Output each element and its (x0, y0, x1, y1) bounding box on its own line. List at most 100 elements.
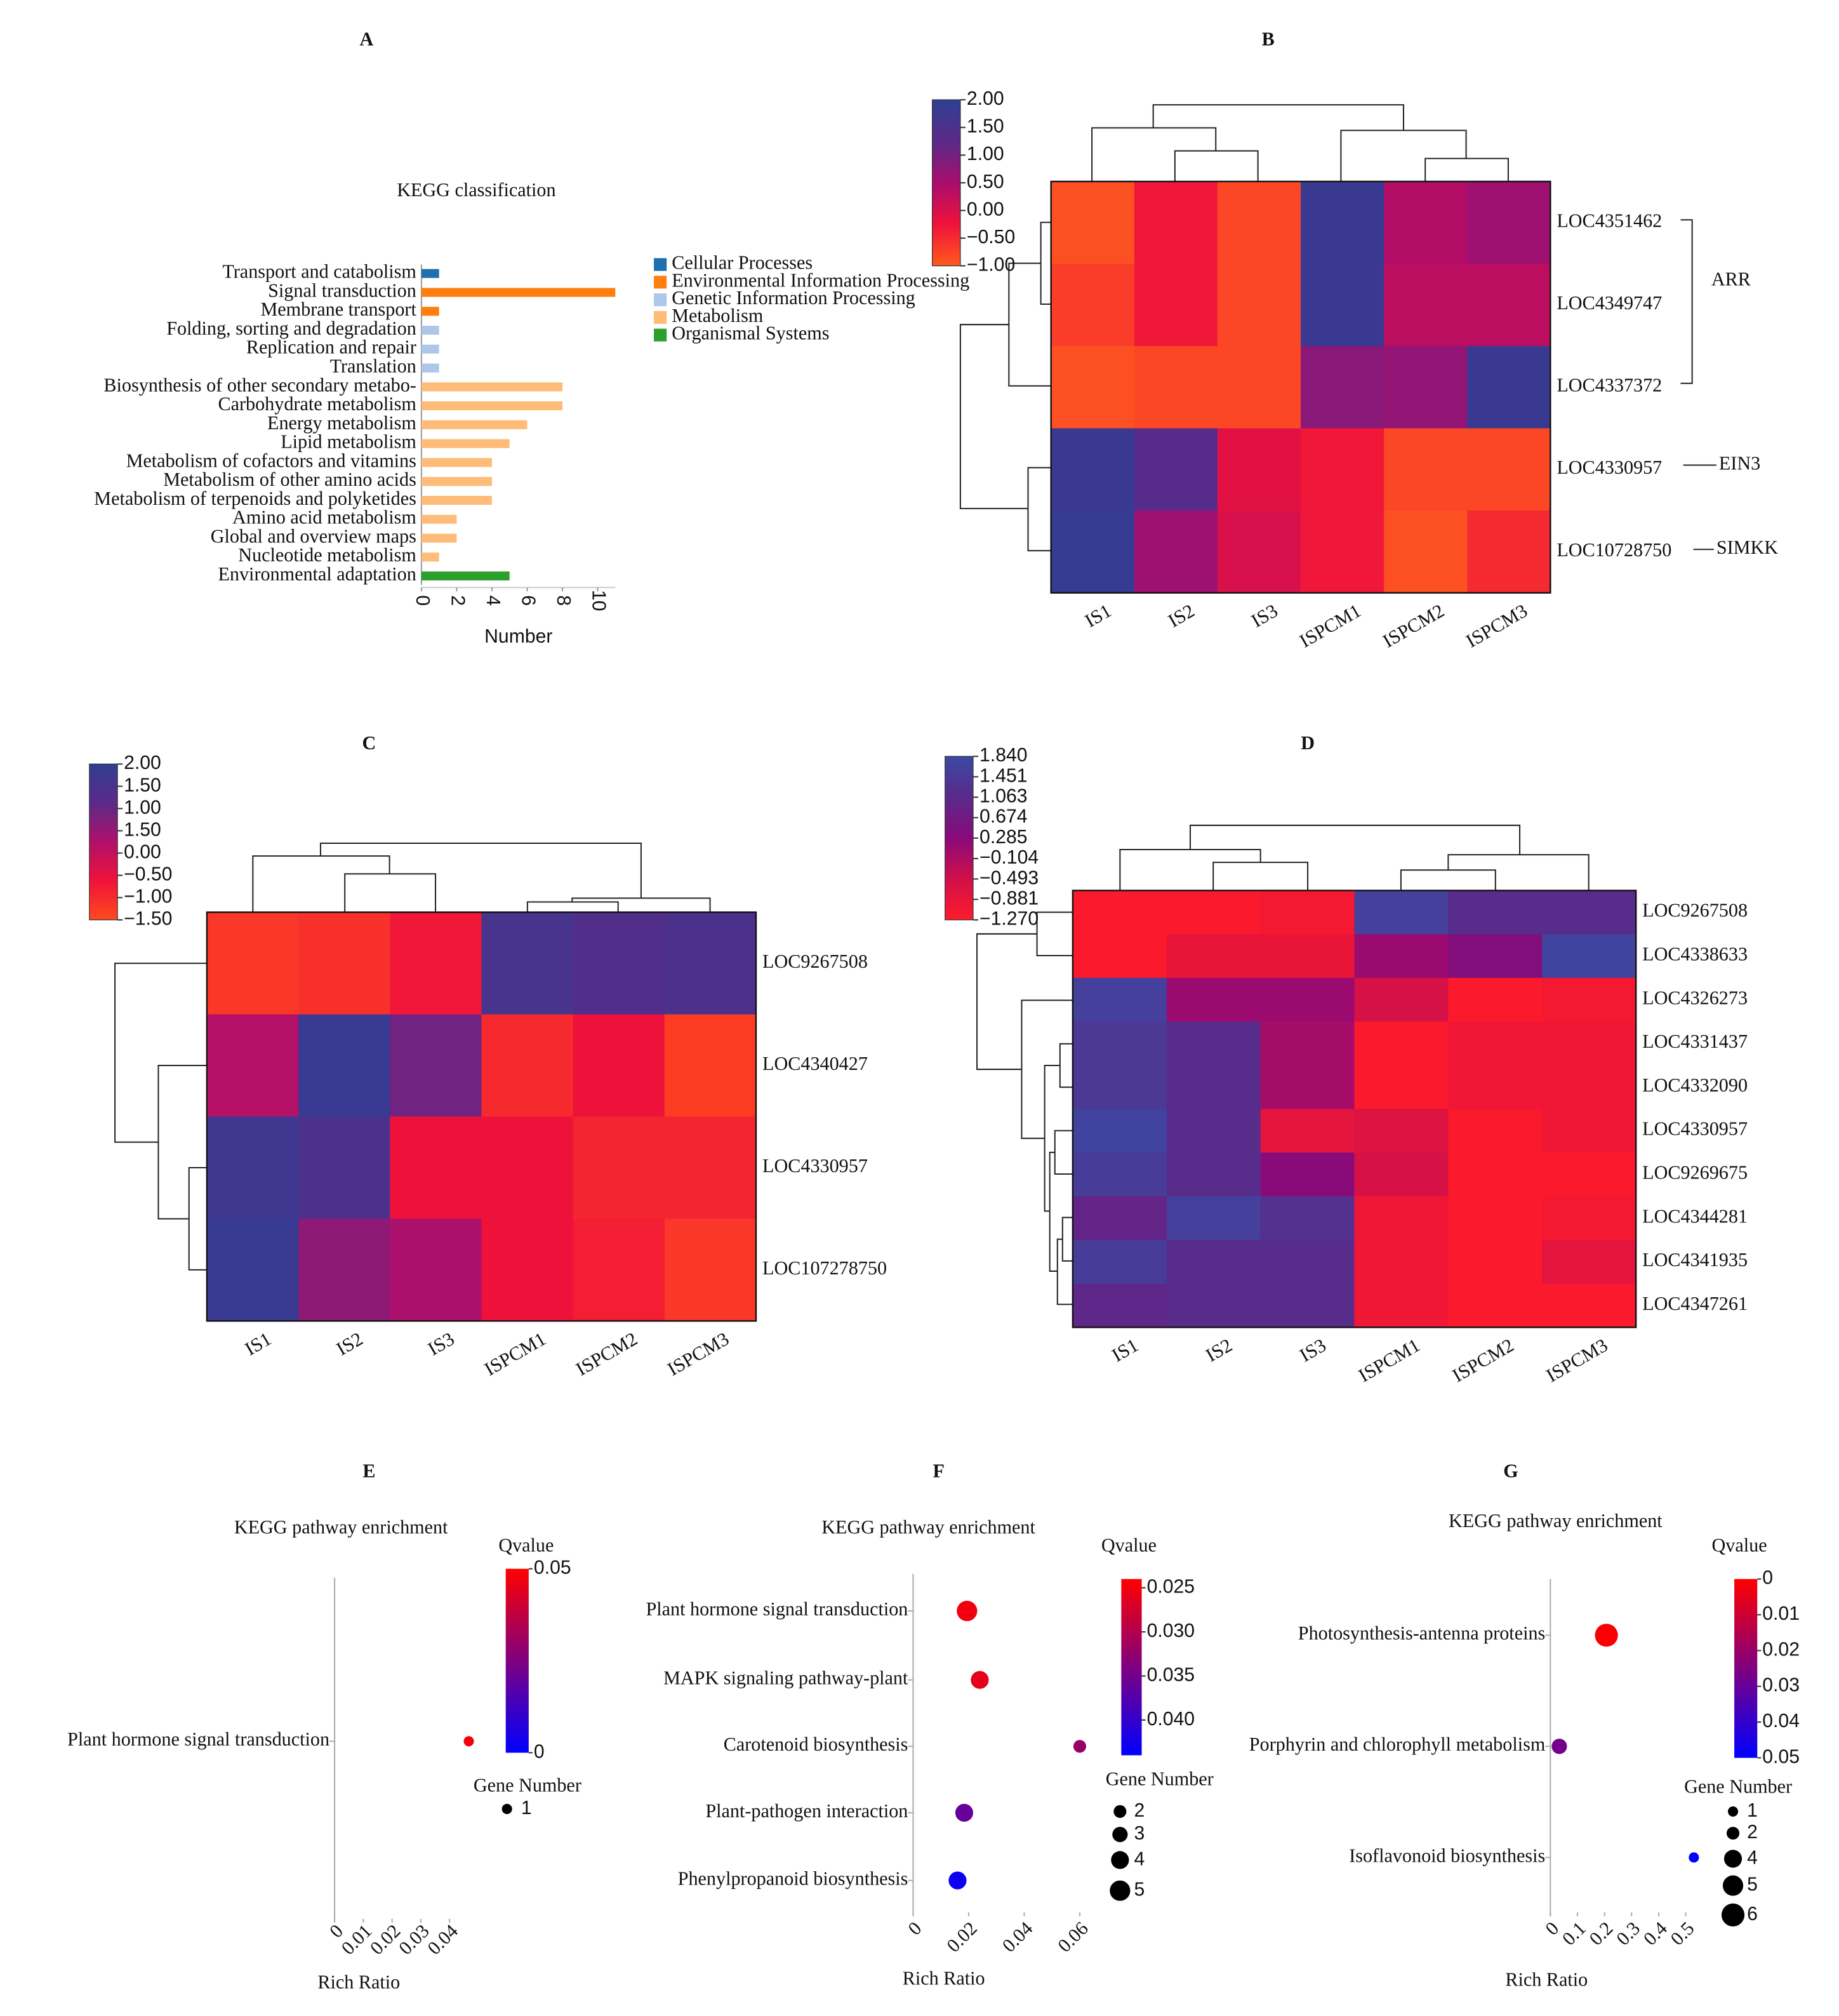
heatmap-cell (1134, 181, 1218, 265)
size-legend-label: 6 (1747, 1904, 1758, 1925)
dendrogram (1091, 104, 1509, 182)
category-label: Metabolism of cofactors and vitamins (126, 450, 416, 471)
dendrograms (114, 104, 1590, 1305)
row-label: LOC4347261 (1642, 1293, 1748, 1314)
bar (421, 552, 439, 562)
heatmap-cell (1217, 511, 1302, 594)
column-label: IS3 (1296, 1334, 1329, 1366)
bubble (1073, 1740, 1087, 1753)
colorbar-title: Qvalue (1712, 1534, 1767, 1556)
heatmap-cell (1301, 181, 1385, 265)
heatmap-cell (1166, 1239, 1261, 1285)
heatmap-cell (1260, 978, 1355, 1022)
heatmap-cell (1448, 890, 1543, 935)
heatmap-cell (390, 1116, 482, 1220)
heatmap-cell (1166, 934, 1261, 979)
size-legend-dot (1721, 1903, 1745, 1926)
legend-swatch (654, 258, 667, 271)
heatmap-cell (206, 1014, 300, 1118)
colorbar (932, 99, 961, 267)
size-legend-dot (1727, 1806, 1739, 1817)
size-legend-dot (1113, 1805, 1127, 1818)
x-tick-label: 0.04 (423, 1920, 462, 1959)
heatmap-cell (1166, 1152, 1261, 1198)
colorbar-label: 0.025 (1147, 1577, 1195, 1598)
heatmap-cell (1448, 1152, 1543, 1198)
bar (421, 514, 457, 524)
category-label: Plant hormone signal transduction (67, 1728, 329, 1750)
size-legend-label: 5 (1134, 1879, 1145, 1900)
heatmap-cell (1354, 1196, 1449, 1241)
heatmap-cell (1354, 934, 1449, 979)
size-legend-dot (501, 1803, 512, 1814)
category-label: Lipid metabolism (281, 431, 416, 453)
colorbar-label: 0 (1762, 1568, 1773, 1589)
heatmap-cell (1217, 181, 1302, 265)
heatmap-cell (298, 1014, 391, 1118)
heatmap-cell (1072, 1021, 1167, 1066)
category-label: Biosynthesis of other secondary metabo- (103, 374, 416, 396)
category-label: Membrane transport (260, 298, 416, 320)
heatmap-cell (1072, 890, 1167, 935)
panel-label: A (359, 28, 373, 50)
heatmap-cell (1384, 511, 1468, 594)
row-label: LOC4341935 (1642, 1249, 1748, 1271)
heatmap-frame (1072, 890, 1637, 1328)
bar (421, 307, 439, 316)
heatmap-cell (1542, 1065, 1637, 1110)
annotation: EIN3 (1719, 452, 1760, 474)
heatmap-cell (1467, 511, 1551, 594)
colorbar-label: 0.674 (979, 806, 1027, 827)
bar (421, 344, 439, 354)
heatmap-cell (1448, 1065, 1543, 1110)
size-legend-dot (1726, 1827, 1740, 1840)
bar (421, 401, 562, 411)
colorbar-title: Qvalue (498, 1534, 554, 1556)
legend-label: Organismal Systems (672, 323, 829, 344)
colorbar-label: 0.285 (979, 827, 1027, 848)
row-label: LOC4337372 (1557, 375, 1662, 396)
colorbar-label: 0.04 (1762, 1711, 1800, 1732)
heatmap-cell (1542, 1196, 1637, 1241)
heatmap-cell (1467, 264, 1551, 347)
colorbar-label: 0.02 (1762, 1639, 1800, 1660)
column-label: ISPCM2 (1449, 1334, 1517, 1386)
heatmap-cell (664, 1116, 757, 1220)
colorbar-label: 1.00 (967, 144, 1004, 164)
x-tick-label: 10 (588, 590, 609, 611)
heatmap-cell (481, 1218, 574, 1322)
colorbar-label: 0.03 (1762, 1675, 1800, 1696)
colorbar (945, 756, 974, 921)
heatmap-cell (573, 1218, 665, 1322)
heatmap-cell (1260, 934, 1355, 979)
heatmap-cell (1354, 978, 1449, 1022)
legend-swatch (654, 310, 667, 324)
heatmap-cell (481, 1116, 574, 1220)
colorbar-label: 0.040 (1147, 1709, 1195, 1730)
column-label: ISPCM1 (1355, 1334, 1423, 1386)
heatmap-cell (1448, 1239, 1543, 1285)
row-label: LOC4332090 (1642, 1074, 1748, 1096)
colorbar-label: −1.00 (967, 255, 1015, 276)
heatmap-cell (573, 1116, 665, 1220)
x-axis-label: Rich Ratio (903, 1967, 985, 1989)
colorbar-label: 1.50 (124, 819, 161, 840)
heatmap-cell (1072, 978, 1167, 1022)
category-label: Signal transduction (268, 279, 416, 301)
column-label: ISPCM2 (1379, 599, 1447, 651)
heatmap-cell (206, 1218, 300, 1322)
heatmap-cell (1467, 345, 1551, 429)
colorbar-label: 1.063 (979, 785, 1027, 806)
heatmap-cell (390, 912, 482, 1015)
heatmap-cell (1166, 1283, 1261, 1328)
heatmap-cell (1301, 264, 1385, 347)
heatmap-cell (573, 1014, 665, 1118)
legend-label: Genetic Information Processing (672, 287, 915, 309)
colorbar-title: Qvalue (1101, 1534, 1157, 1556)
heatmap-cell (1217, 345, 1302, 429)
bubble (1551, 1739, 1567, 1754)
column-label: IS2 (333, 1328, 366, 1359)
category-label: Porphyrin and chlorophyll metabolism (1249, 1733, 1546, 1755)
heatmap-cell (206, 912, 300, 1015)
bubble (948, 1871, 967, 1890)
